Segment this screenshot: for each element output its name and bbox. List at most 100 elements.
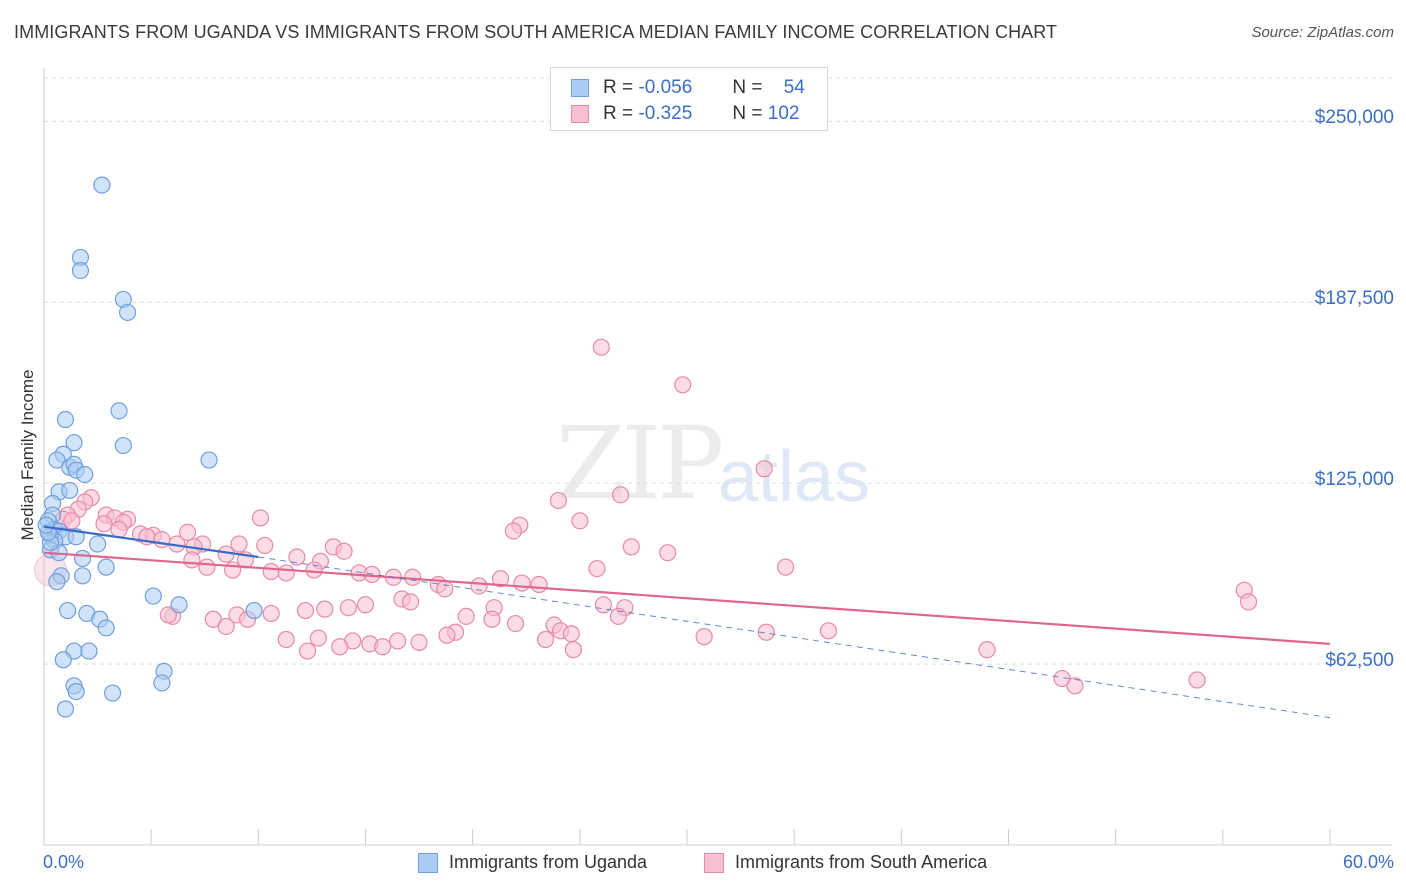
data-point xyxy=(179,523,197,542)
y-tick-label: $125,000 xyxy=(1314,469,1394,491)
n-value: 54 xyxy=(783,77,805,98)
data-point xyxy=(144,587,162,605)
stats-row-south-america: R = -0.325 N = 102 xyxy=(571,102,799,126)
data-point xyxy=(1066,677,1084,695)
data-point xyxy=(183,551,201,569)
data-point xyxy=(56,410,75,429)
gridlines xyxy=(44,77,1392,665)
data-point xyxy=(48,573,66,591)
data-point xyxy=(659,544,677,562)
data-point xyxy=(622,538,640,556)
chart-source: Source: ZipAtlas.com xyxy=(1251,24,1394,41)
data-point xyxy=(110,402,128,420)
data-point xyxy=(93,176,111,194)
n-value: 102 xyxy=(767,103,800,124)
data-point xyxy=(470,577,488,595)
x-tick-label-max: 60.0% xyxy=(1342,852,1394,872)
data-point xyxy=(114,436,132,455)
data-point xyxy=(54,651,72,669)
data-point xyxy=(757,623,775,641)
uganda-trend-line xyxy=(43,525,259,559)
data-point xyxy=(404,568,422,586)
r-value: -0.325 xyxy=(638,103,693,124)
trend-lines xyxy=(43,525,1331,719)
data-point xyxy=(103,684,122,702)
data-point xyxy=(506,614,525,633)
data-point xyxy=(401,593,420,611)
data-point xyxy=(224,561,242,579)
r-value: -0.056 xyxy=(638,77,693,98)
data-point xyxy=(251,509,270,527)
data-point xyxy=(230,535,248,553)
south-america-swatch xyxy=(571,105,589,123)
data-point xyxy=(58,601,77,620)
y-tick-label: $62,500 xyxy=(1325,650,1394,672)
data-point xyxy=(198,558,216,576)
n-label: N = xyxy=(732,77,763,98)
data-point xyxy=(592,338,610,356)
data-point xyxy=(277,630,295,649)
watermark-atlas: atlas xyxy=(718,437,871,517)
data-point xyxy=(296,601,315,620)
data-point xyxy=(305,561,323,579)
data-point xyxy=(153,531,171,549)
data-point xyxy=(695,628,713,646)
watermark-zip: ZIP xyxy=(556,405,724,522)
data-point xyxy=(1053,669,1071,688)
data-point xyxy=(571,512,589,530)
data-point xyxy=(776,558,795,576)
legend-label: Immigrants from Uganda xyxy=(449,852,648,872)
data-point xyxy=(316,600,334,618)
uganda-trend-line-extended xyxy=(258,556,1331,719)
data-point xyxy=(67,682,85,701)
data-point xyxy=(288,548,306,566)
data-point xyxy=(483,610,501,628)
south-america-legend-swatch xyxy=(704,852,724,873)
data-point xyxy=(457,607,475,625)
data-point xyxy=(153,674,171,692)
x-tick-label-min: 0.0% xyxy=(43,852,85,872)
data-point xyxy=(389,632,407,650)
data-point xyxy=(262,604,280,623)
data-point xyxy=(438,626,456,644)
data-point xyxy=(80,642,98,660)
data-point xyxy=(200,451,218,469)
uganda-swatch xyxy=(571,79,589,97)
stats-row-uganda: R = -0.056 N = 54 xyxy=(571,76,805,100)
data-point xyxy=(674,376,692,394)
data-point xyxy=(61,481,79,500)
data-point xyxy=(110,520,128,539)
y-axis-label: Median Family Income xyxy=(18,369,37,541)
data-point xyxy=(755,460,773,478)
data-point xyxy=(97,619,115,637)
r-label: R = xyxy=(603,77,634,98)
data-point xyxy=(217,617,235,636)
data-point xyxy=(594,596,613,614)
data-point xyxy=(97,558,115,576)
data-point xyxy=(609,607,628,625)
data-point xyxy=(37,516,55,534)
data-point xyxy=(170,596,188,614)
south-america-trend-line xyxy=(43,551,1331,645)
data-point xyxy=(256,536,274,555)
data-point xyxy=(819,622,838,640)
r-label: R = xyxy=(603,103,634,124)
data-point xyxy=(76,465,94,484)
data-point xyxy=(73,549,92,568)
data-point xyxy=(356,596,375,614)
data-point xyxy=(491,570,510,588)
data-point xyxy=(504,522,522,540)
data-point xyxy=(611,486,630,504)
data-point xyxy=(513,574,531,592)
south-america-points xyxy=(33,338,1258,695)
stats-legend: R = -0.056 N = 54 R = -0.325 N = 102 xyxy=(550,67,828,131)
data-point xyxy=(309,629,327,647)
data-point xyxy=(65,434,83,452)
data-point xyxy=(564,641,583,659)
data-point xyxy=(978,641,996,659)
data-point xyxy=(71,261,90,280)
n-label: N = xyxy=(732,103,763,124)
data-point xyxy=(588,559,606,578)
data-point xyxy=(118,303,137,322)
